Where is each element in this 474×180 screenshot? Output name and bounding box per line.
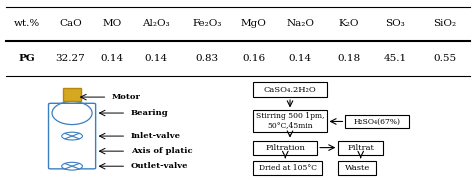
Text: K₂O: K₂O (339, 19, 359, 28)
Text: CaSO₄.2H₂O: CaSO₄.2H₂O (264, 86, 316, 94)
Circle shape (62, 162, 82, 170)
Text: 32.27: 32.27 (55, 54, 85, 63)
FancyBboxPatch shape (346, 115, 409, 128)
FancyBboxPatch shape (254, 110, 327, 132)
Text: Bearing: Bearing (131, 109, 169, 117)
Text: Waste: Waste (345, 164, 370, 172)
Text: wt.%: wt.% (14, 19, 40, 28)
FancyBboxPatch shape (254, 141, 317, 155)
Text: Inlet-valve: Inlet-valve (131, 132, 181, 140)
Circle shape (62, 132, 82, 140)
Text: Axis of platic: Axis of platic (131, 147, 192, 155)
Text: Al₂O₃: Al₂O₃ (142, 19, 170, 28)
Text: 0.18: 0.18 (337, 54, 361, 63)
Text: SO₃: SO₃ (386, 19, 405, 28)
Text: Fe₂O₃: Fe₂O₃ (192, 19, 222, 28)
Text: Filtrat: Filtrat (347, 144, 374, 152)
Text: MO: MO (102, 19, 121, 28)
FancyBboxPatch shape (254, 161, 322, 175)
Text: SiO₂: SiO₂ (433, 19, 456, 28)
Text: 0.16: 0.16 (242, 54, 265, 63)
Text: 0.83: 0.83 (196, 54, 219, 63)
FancyBboxPatch shape (338, 161, 376, 175)
Text: Filtration: Filtration (265, 144, 305, 152)
Text: Motor: Motor (112, 93, 141, 101)
Text: Dried at 105°C: Dried at 105°C (259, 164, 317, 172)
Text: 0.14: 0.14 (289, 54, 311, 63)
Text: MgO: MgO (241, 19, 266, 28)
Text: Outlet-valve: Outlet-valve (131, 162, 189, 170)
Text: Na₂O: Na₂O (286, 19, 314, 28)
Text: PG: PG (18, 54, 35, 63)
Text: 0.55: 0.55 (433, 54, 456, 63)
FancyBboxPatch shape (254, 82, 327, 97)
Text: 45.1: 45.1 (384, 54, 407, 63)
FancyBboxPatch shape (63, 88, 82, 101)
Text: CaO: CaO (59, 19, 82, 28)
Text: H₂SO₄(67%): H₂SO₄(67%) (354, 118, 401, 125)
Text: 0.14: 0.14 (100, 54, 123, 63)
FancyBboxPatch shape (338, 141, 383, 155)
Text: Stirring 500 1pm,
50°C,45min: Stirring 500 1pm, 50°C,45min (256, 112, 324, 130)
Text: 0.14: 0.14 (144, 54, 167, 63)
